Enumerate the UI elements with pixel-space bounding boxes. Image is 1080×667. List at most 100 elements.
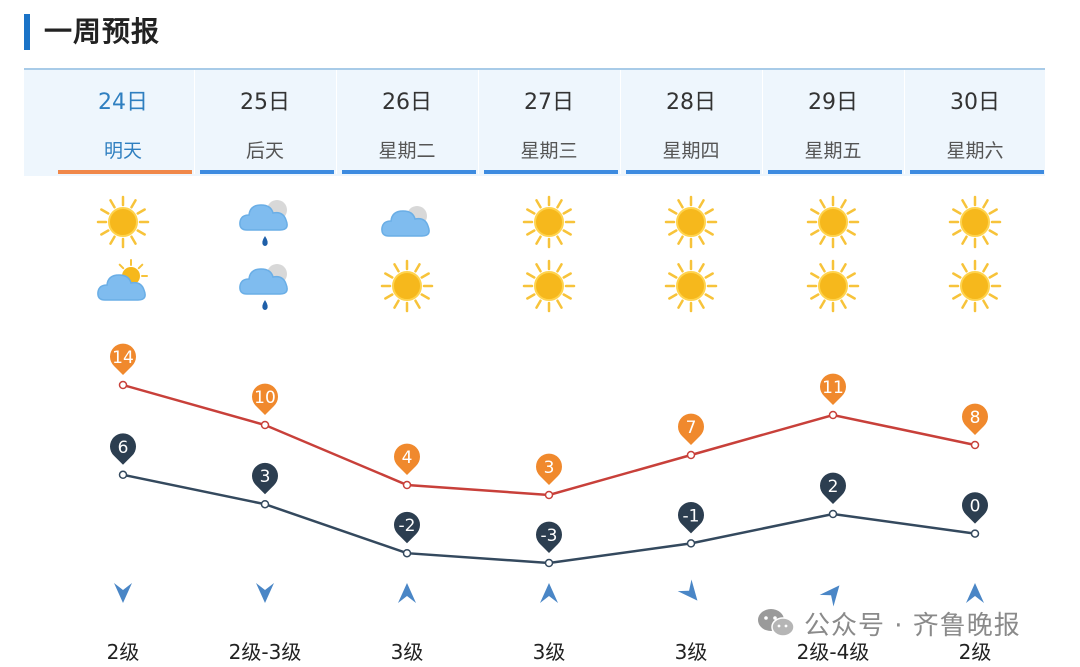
wind-direction-icon bbox=[253, 580, 277, 606]
day-underline bbox=[342, 170, 476, 174]
low-data-point bbox=[686, 539, 696, 548]
low-marker-pin bbox=[678, 502, 704, 534]
wind-direction-icon bbox=[963, 580, 987, 606]
day-weekday: 星期五 bbox=[804, 140, 862, 162]
wind-level-label: 2级 bbox=[958, 640, 992, 664]
wind-level-label: 3级 bbox=[532, 640, 566, 664]
day-weekday: 星期三 bbox=[520, 140, 578, 162]
low-marker-pin bbox=[961, 492, 988, 524]
day-tab-5[interactable]: 29日星期五 bbox=[762, 70, 904, 174]
watermark-text: 公众号 · 齐鲁晚报 bbox=[804, 610, 1021, 641]
wind-level-label: 2级-3级 bbox=[228, 640, 302, 664]
sun-icon bbox=[519, 256, 579, 316]
high-temperature-value: 7 bbox=[686, 418, 697, 438]
wind-direction-icon bbox=[395, 580, 419, 606]
high-temperature-value: 4 bbox=[402, 448, 413, 468]
day-date: 29日 bbox=[808, 90, 858, 115]
low-marker-pin bbox=[110, 433, 136, 465]
high-temperature-marker: 10 bbox=[252, 383, 279, 430]
sun-icon bbox=[661, 192, 721, 252]
low-temperature-value: -3 bbox=[541, 526, 558, 546]
low-temperature-marker: -1 bbox=[678, 502, 704, 548]
day-separator bbox=[478, 70, 479, 174]
sun-icon bbox=[519, 192, 579, 252]
high-marker-pin bbox=[536, 453, 562, 485]
high-temperature-value: 14 bbox=[112, 348, 134, 368]
high-temperature-value: 3 bbox=[544, 458, 555, 478]
day-tab-4[interactable]: 28日 星期四 bbox=[620, 70, 762, 174]
high-temperature-value: 8 bbox=[970, 408, 981, 428]
cloud-rain-icon bbox=[235, 256, 295, 316]
day-tab-3[interactable]: 27日星期三 bbox=[478, 70, 620, 174]
low-temperature-marker: -2 bbox=[394, 511, 421, 558]
low-temperature-value: 0 bbox=[970, 497, 981, 517]
low-temperature-value: -1 bbox=[683, 506, 700, 526]
low-temperature-marker: 3 bbox=[252, 462, 279, 509]
high-temperature-marker: 8 bbox=[961, 403, 988, 450]
day-underline bbox=[200, 170, 334, 174]
day-date: 30日 bbox=[950, 90, 1000, 115]
day-tab-6[interactable]: 30日星期六 bbox=[904, 70, 1046, 174]
day-underline bbox=[768, 170, 902, 174]
page-title: 一周预报 bbox=[44, 15, 161, 48]
high-temperature-value: 10 bbox=[254, 388, 276, 408]
day-tab-1[interactable]: 25日 后天 bbox=[194, 70, 336, 174]
low-marker-pin bbox=[394, 511, 421, 544]
high-data-point bbox=[970, 440, 980, 450]
high-temperature-marker: 7 bbox=[678, 413, 704, 460]
wechat-icon bbox=[758, 609, 795, 637]
wind-level-label: 2级-4级 bbox=[796, 640, 870, 664]
low-temperature-value: 3 bbox=[260, 467, 271, 487]
sun-icon bbox=[945, 256, 1005, 316]
sun-icon bbox=[803, 256, 863, 316]
day-separator bbox=[762, 70, 763, 174]
cloud-rain-icon bbox=[235, 192, 295, 252]
high-data-point bbox=[260, 420, 270, 430]
watermark: 公众号 · 齐鲁晚报 bbox=[756, 606, 1021, 641]
cloud-icon bbox=[377, 192, 437, 252]
low-temperature-marker: 0 bbox=[961, 492, 988, 538]
day-underline bbox=[58, 170, 192, 174]
low-marker-pin bbox=[820, 472, 847, 504]
wind-direction-icon bbox=[819, 580, 845, 607]
title-accent-bar bbox=[24, 14, 30, 50]
day-separator bbox=[336, 70, 337, 174]
high-marker-pin bbox=[820, 373, 846, 405]
wind-level-label: 2级 bbox=[106, 640, 140, 664]
day-date: 26日 bbox=[382, 90, 432, 115]
high-data-point bbox=[402, 480, 412, 490]
day-date: 27日 bbox=[524, 90, 574, 115]
low-temperature-marker: 2 bbox=[820, 472, 847, 519]
day-tab-0[interactable]: 24日 明天 bbox=[52, 70, 194, 174]
low-temperature-value: 2 bbox=[828, 477, 839, 497]
low-data-point bbox=[402, 548, 412, 558]
low-temperature-value: -2 bbox=[399, 516, 416, 536]
high-temperature-marker: 3 bbox=[536, 453, 562, 500]
low-data-point bbox=[260, 499, 270, 509]
day-separator bbox=[620, 70, 621, 174]
high-data-point bbox=[686, 450, 696, 460]
low-data-point bbox=[828, 509, 838, 519]
day-underline bbox=[484, 170, 618, 174]
day-date: 24日 bbox=[98, 90, 148, 115]
sun-icon bbox=[803, 192, 863, 252]
high-data-point bbox=[544, 490, 554, 500]
wind-direction-icon bbox=[677, 579, 703, 606]
partly-cloudy-icon bbox=[93, 256, 153, 316]
day-underline bbox=[626, 170, 760, 174]
low-marker-pin bbox=[252, 462, 279, 495]
low-temperature-marker: -3 bbox=[536, 521, 562, 568]
low-temperature-marker: 6 bbox=[110, 433, 136, 480]
low-data-point bbox=[544, 558, 554, 568]
day-separator bbox=[194, 70, 195, 174]
day-weekday: 星期四 bbox=[662, 140, 720, 162]
high-temperature-marker: 14 bbox=[109, 343, 136, 390]
day-weekday: 星期二 bbox=[378, 140, 436, 162]
day-date: 25日 bbox=[240, 90, 290, 115]
wind-level-label: 3级 bbox=[674, 640, 708, 664]
day-tab-2[interactable]: 26日星期二 bbox=[336, 70, 478, 174]
day-weekday: 星期六 bbox=[946, 140, 1004, 162]
wind-direction-icon bbox=[537, 580, 561, 606]
low-data-point bbox=[118, 470, 128, 480]
